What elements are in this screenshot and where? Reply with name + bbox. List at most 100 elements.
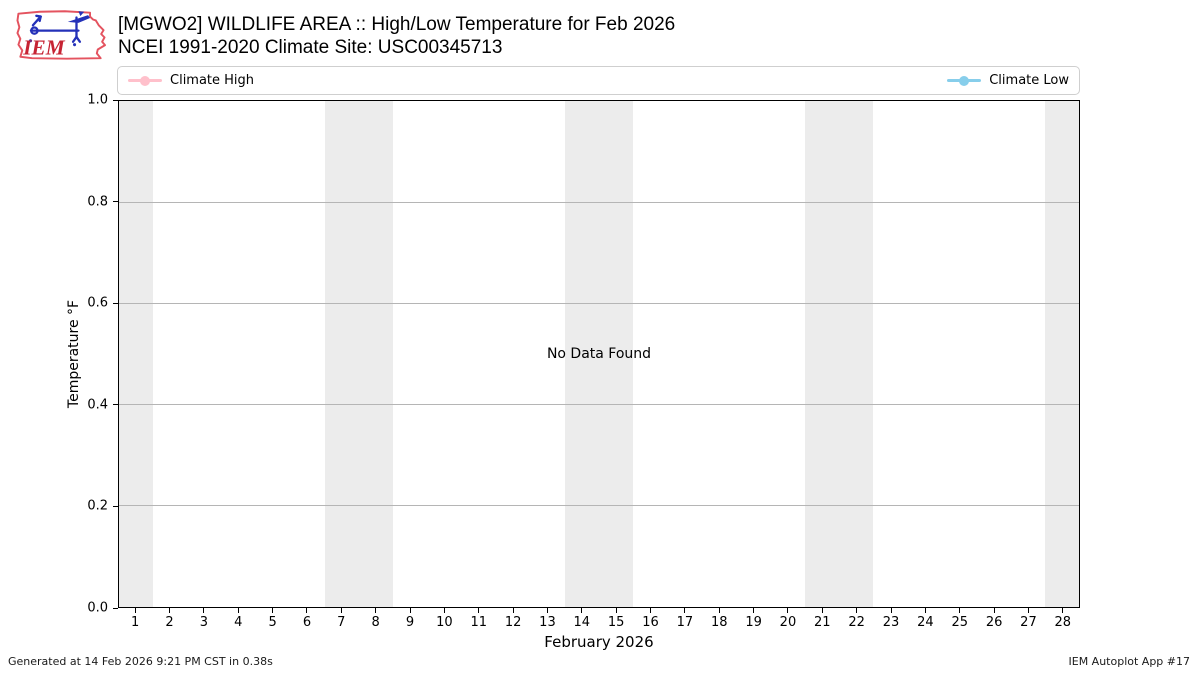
weather-instrument-glyph xyxy=(29,14,82,43)
x-tick-label: 15 xyxy=(607,615,625,630)
x-tick-mark xyxy=(718,608,720,613)
x-tick-label: 19 xyxy=(745,615,762,630)
x-tick-label: 27 xyxy=(1020,615,1037,630)
x-tick-mark xyxy=(821,608,823,613)
x-tick-mark xyxy=(890,608,892,613)
x-tick-mark xyxy=(409,608,411,613)
x-tick-label: 23 xyxy=(882,615,900,630)
x-tick-mark xyxy=(856,608,858,613)
x-tick-mark xyxy=(340,608,342,613)
y-tick-mark xyxy=(113,99,118,101)
y-axis: 0.0 0.2 0.4 0.6 0.8 1.0 xyxy=(0,93,118,616)
x-tick-label: 26 xyxy=(985,615,1003,630)
x-tick-mark xyxy=(306,608,308,613)
x-tick-mark xyxy=(478,608,480,613)
chart-title: [MGWO2] WILDLIFE AREA :: High/Low Temper… xyxy=(118,14,676,35)
x-tick-mark xyxy=(924,608,926,613)
legend-marker-icon xyxy=(947,74,982,87)
generated-timestamp: Generated at 14 Feb 2026 9:21 PM CST in … xyxy=(8,655,273,668)
y-tick-label: 0.6 xyxy=(87,295,108,311)
y-tick-mark xyxy=(113,201,118,203)
y-tick-label: 0.4 xyxy=(87,397,108,413)
x-axis-label: February 2026 xyxy=(544,633,654,651)
legend-marker-icon xyxy=(128,74,162,87)
y-tick-mark xyxy=(113,302,118,304)
y-tick-label: 0.8 xyxy=(87,194,108,210)
legend: Climate High Climate Low xyxy=(117,66,1080,95)
x-tick-label: 24 xyxy=(917,615,934,630)
x-tick-mark xyxy=(375,608,377,613)
y-tick-mark xyxy=(113,404,118,406)
x-tick-mark xyxy=(169,608,171,613)
x-tick-mark xyxy=(237,608,239,613)
x-tick-label: 2 xyxy=(165,615,174,630)
x-tick-mark xyxy=(959,608,961,613)
legend-label: Climate High xyxy=(170,73,255,88)
x-tick-label: 11 xyxy=(470,615,488,630)
y-tick-label: 1.0 xyxy=(87,92,108,108)
x-tick-label: 22 xyxy=(848,615,865,630)
x-tick-mark xyxy=(787,608,789,613)
x-axis: 1 2 3 4 5 6 7 8 9 10 11 12 13 14 15 16 17 18 19 20 21 22 23 24 2… xyxy=(118,608,1080,648)
x-tick-mark xyxy=(134,608,136,613)
x-tick-label: 14 xyxy=(573,615,591,630)
no-data-message: No Data Found xyxy=(546,346,652,362)
x-tick-label: 18 xyxy=(710,615,728,630)
y-tick-label: 0.2 xyxy=(87,498,108,514)
x-tick-mark xyxy=(546,608,548,613)
x-tick-mark xyxy=(650,608,652,613)
gridline xyxy=(119,201,1079,203)
x-tick-mark xyxy=(1027,608,1029,613)
chart-subtitle: NCEI 1991-2020 Climate Site: USC00345713 xyxy=(118,37,503,58)
x-tick-mark xyxy=(203,608,205,613)
weekend-band xyxy=(564,101,634,607)
x-tick-label: 1 xyxy=(131,615,140,630)
y-tick-label: 0.0 xyxy=(87,600,108,616)
gridline xyxy=(119,404,1079,406)
x-tick-mark xyxy=(512,608,514,613)
x-tick-label: 17 xyxy=(676,615,694,630)
y-tick-mark xyxy=(113,607,118,609)
x-tick-mark xyxy=(993,608,995,613)
x-tick-label: 25 xyxy=(951,615,969,630)
weekend-band xyxy=(1044,101,1079,607)
logo-text: IEM xyxy=(22,35,65,59)
y-axis-label: Temperature °F xyxy=(66,299,82,409)
legend-item-climate-high: Climate High xyxy=(128,73,254,88)
iowa-outline xyxy=(16,10,106,60)
x-tick-label: 3 xyxy=(199,615,209,630)
x-tick-label: 16 xyxy=(642,615,659,630)
x-tick-label: 7 xyxy=(337,615,346,630)
x-tick-mark xyxy=(753,608,755,613)
legend-item-climate-low: Climate Low xyxy=(947,73,1069,88)
weekend-band xyxy=(324,101,394,607)
y-tick-mark xyxy=(113,505,118,507)
weekend-band xyxy=(119,101,154,607)
app-credit: IEM Autoplot App #17 xyxy=(1068,655,1191,668)
x-tick-label: 8 xyxy=(371,615,380,630)
x-tick-label: 20 xyxy=(779,615,797,630)
x-tick-label: 10 xyxy=(436,615,453,630)
iem-logo: IEM xyxy=(16,10,106,60)
chart-header: [MGWO2] WILDLIFE AREA :: High/Low Temper… xyxy=(118,13,675,59)
legend-label: Climate Low xyxy=(989,73,1069,88)
x-tick-label: 28 xyxy=(1054,615,1072,630)
x-tick-mark xyxy=(443,608,445,613)
x-tick-label: 4 xyxy=(234,615,243,630)
x-tick-label: 21 xyxy=(814,615,831,630)
x-tick-label: 5 xyxy=(268,615,277,630)
gridline xyxy=(119,302,1079,304)
weekend-band xyxy=(804,101,874,607)
x-tick-mark xyxy=(615,608,617,613)
x-tick-label: 13 xyxy=(539,615,556,630)
x-tick-label: 6 xyxy=(302,615,312,630)
wind-vane-glyph xyxy=(67,11,91,23)
x-tick-mark xyxy=(1062,608,1064,613)
gridline xyxy=(119,505,1079,507)
x-tick-label: 12 xyxy=(504,615,522,630)
x-tick-label: 9 xyxy=(405,615,415,630)
plot-area: No Data Found xyxy=(118,100,1080,608)
x-tick-mark xyxy=(684,608,686,613)
x-tick-mark xyxy=(581,608,583,613)
